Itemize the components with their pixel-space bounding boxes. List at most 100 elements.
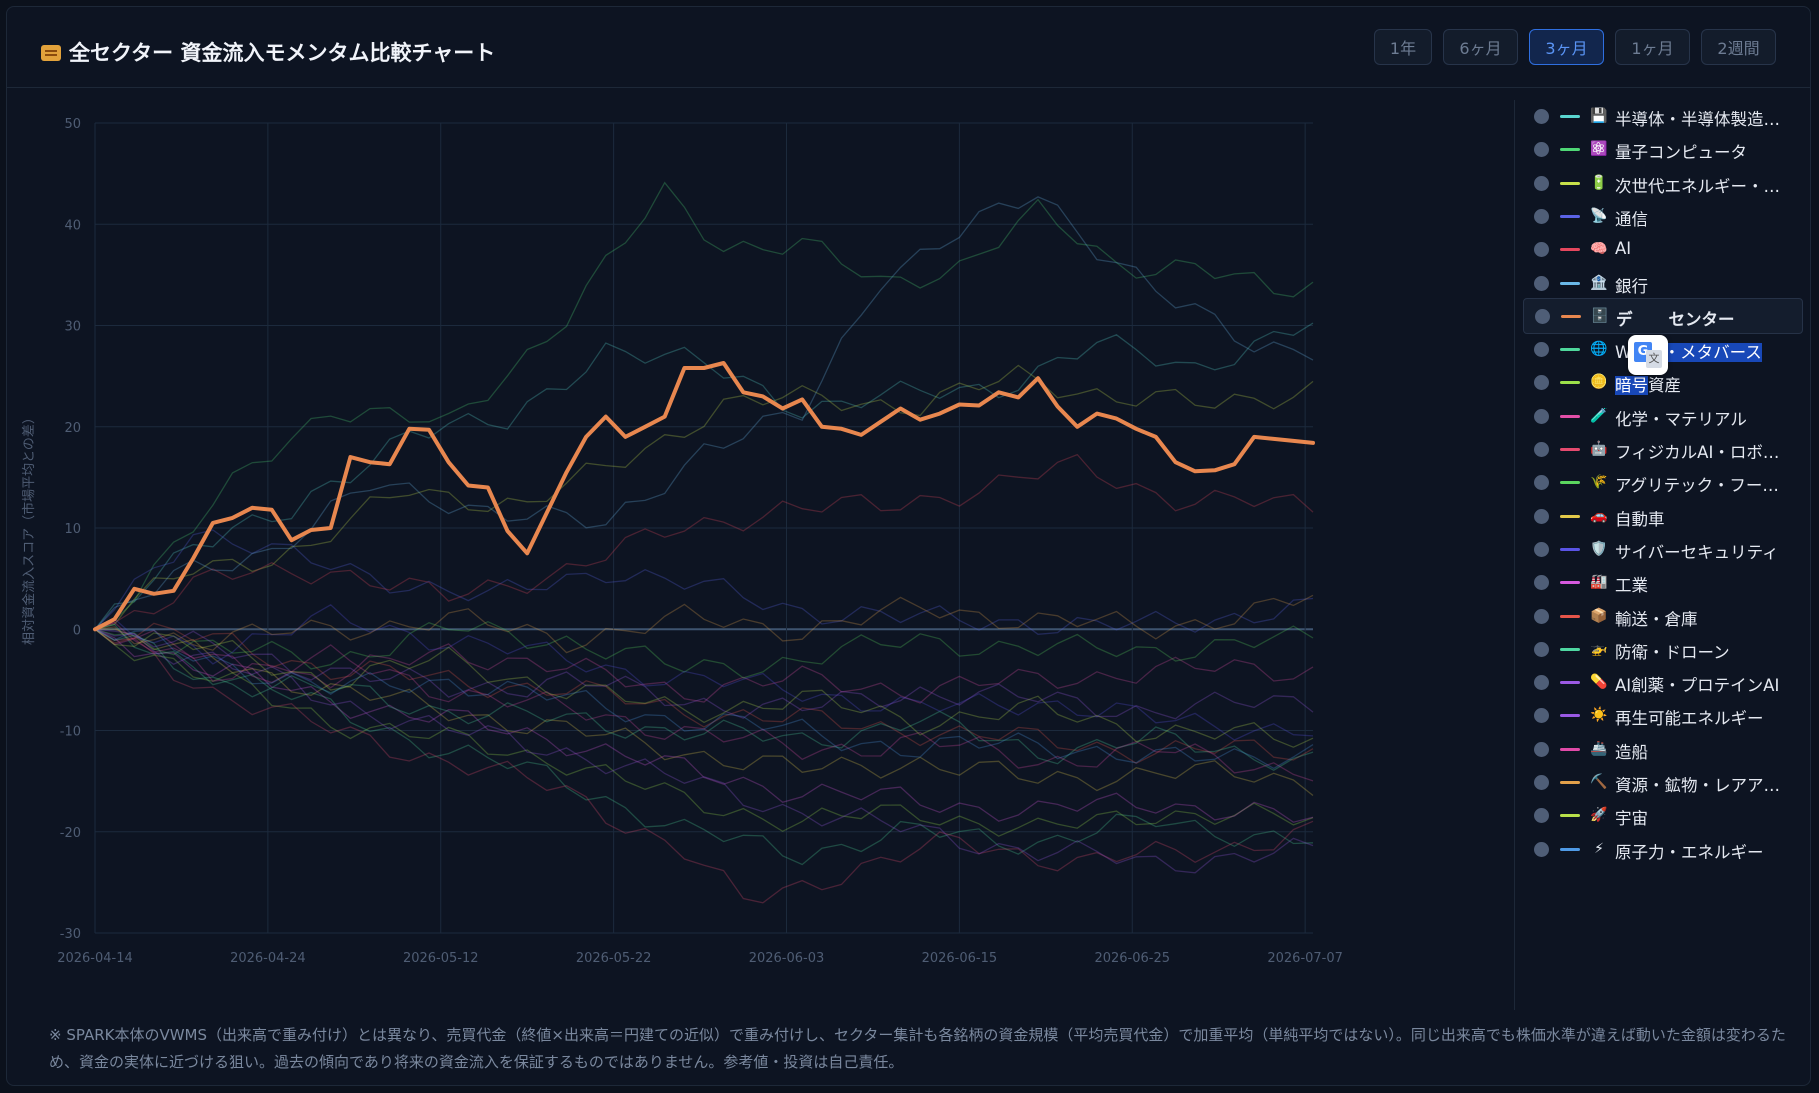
toggle-dot-icon[interactable]	[1534, 175, 1549, 191]
legend-label: 造船	[1615, 742, 1648, 762]
series-color-swatch	[1560, 414, 1580, 418]
legend-item[interactable]: 💊 AI創薬・プロテインAI	[1515, 664, 1805, 700]
toggle-dot-icon[interactable]	[1534, 741, 1549, 757]
toggle-dot-icon[interactable]	[1534, 675, 1549, 691]
series-line	[94, 621, 1314, 782]
period-button-3m[interactable]: 3ヶ月	[1529, 29, 1604, 65]
series-line	[94, 628, 1314, 720]
legend-label: 宇宙	[1615, 809, 1648, 829]
toggle-dot-icon[interactable]	[1534, 109, 1549, 124]
toggle-dot-icon[interactable]	[1534, 708, 1549, 724]
legend-item[interactable]: ⚡ 原子力・エネルギー	[1515, 831, 1805, 867]
legend-item[interactable]: 🚢 造船	[1515, 731, 1805, 767]
series-line	[94, 628, 1314, 837]
toggle-dot-icon[interactable]	[1534, 475, 1549, 491]
y-tick-label: 0	[73, 623, 81, 638]
legend-item[interactable]: 🤖 フィジカルAI・ロボ…	[1515, 431, 1805, 467]
legend-label: デ センター	[1616, 306, 1806, 330]
series-line	[94, 594, 1314, 654]
series-line	[94, 628, 1314, 704]
legend-item[interactable]: 🏭 工業	[1515, 564, 1805, 600]
sector-icon: 🌾	[1590, 474, 1608, 491]
legend-item[interactable]: 🚀 宇宙	[1515, 797, 1805, 833]
legend-item[interactable]: 🌐 WEB3・メタバース	[1515, 331, 1805, 367]
sector-icon: 🧪	[1590, 407, 1608, 424]
legend-item[interactable]: 🚁 防衛・ドローン	[1515, 631, 1805, 667]
toggle-dot-icon[interactable]	[1534, 841, 1549, 857]
legend-item[interactable]: 🛡️ サイバーセキュリティ	[1515, 531, 1805, 567]
toggle-dot-icon[interactable]	[1534, 208, 1549, 224]
x-tick-label: 2026-06-03	[749, 951, 825, 966]
legend-item[interactable]: ☀️ 再生可能エネルギー	[1515, 697, 1805, 733]
sector-icon: 💾	[1590, 108, 1608, 124]
sector-icon: 🚀	[1590, 807, 1608, 824]
toggle-dot-icon[interactable]	[1534, 541, 1549, 557]
series-color-swatch	[1560, 214, 1580, 218]
y-tick-label: 40	[64, 218, 81, 233]
series-line	[94, 623, 1314, 866]
toggle-dot-icon[interactable]	[1534, 408, 1549, 424]
x-tick-label: 2026-06-15	[922, 951, 998, 966]
google-translate-icon[interactable]: G 文	[1628, 335, 1668, 375]
panel-header: 全セクター 資金流入モメンタム比較チャート 1年 6ヶ月 3ヶ月 1ヶ月 2週間	[7, 7, 1810, 88]
toggle-dot-icon[interactable]	[1534, 775, 1549, 790]
legend-item[interactable]: 🧠 AI	[1515, 231, 1805, 267]
y-tick-label: 30	[64, 320, 81, 335]
toggle-dot-icon[interactable]	[1534, 275, 1549, 291]
toggle-dot-icon[interactable]	[1534, 641, 1549, 657]
legend-label: 暗号資産	[1615, 372, 1805, 396]
period-button-1m[interactable]: 1ヶ月	[1615, 29, 1690, 65]
y-tick-label: -20	[60, 826, 81, 841]
period-button-1y[interactable]: 1年	[1374, 29, 1432, 65]
series-line	[94, 603, 1314, 741]
sector-icon: 🚁	[1590, 640, 1608, 657]
legend-item[interactable]: ⛏️ 資源・鉱物・レアア…	[1515, 764, 1805, 800]
legend-item[interactable]: 🏦 銀行	[1515, 265, 1805, 301]
legend-item[interactable]: 🚗 自動車	[1515, 498, 1805, 534]
label-part: 資産	[1648, 376, 1681, 396]
series-line	[94, 364, 1314, 630]
legend-item[interactable]: 🪙 暗号資産	[1515, 364, 1805, 400]
y-axis-label: 相対資金流入スコア（市場平均との差）	[21, 411, 37, 645]
sector-icon: 🗄️	[1591, 307, 1609, 324]
toggle-dot-icon[interactable]	[1534, 342, 1549, 358]
period-button-2w[interactable]: 2週間	[1701, 29, 1776, 65]
legend-item[interactable]: 📡 通信	[1515, 198, 1805, 234]
sector-icon: 📦	[1590, 607, 1608, 624]
legend-label: AI	[1615, 239, 1632, 259]
legend-item[interactable]: 🗄️ デ センター	[1523, 297, 1806, 334]
series-color-swatch	[1560, 781, 1580, 784]
toggle-dot-icon[interactable]	[1534, 242, 1549, 258]
sector-icon: ⛏️	[1590, 774, 1608, 790]
series-color-swatch	[1560, 148, 1580, 152]
sector-icon: ☀️	[1590, 707, 1608, 724]
toggle-dot-icon[interactable]	[1534, 808, 1549, 824]
toggle-dot-icon[interactable]	[1534, 375, 1549, 391]
x-tick-label: 2026-06-25	[1094, 951, 1170, 966]
toggle-dot-icon[interactable]	[1534, 608, 1549, 624]
sector-icon: 🧠	[1590, 241, 1608, 258]
toggle-dot-icon[interactable]	[1534, 575, 1549, 591]
legend-label: フィジカルAI・ロボ…	[1615, 443, 1780, 462]
legend-item[interactable]: 🔋 次世代エネルギー・…	[1515, 165, 1805, 201]
period-button-6m[interactable]: 6ヶ月	[1443, 29, 1518, 65]
legend-item[interactable]: 🌾 アグリテック・フー…	[1515, 464, 1805, 500]
footnote: ※ SPARK本体のVWMS（出来高で重み付け）とは異なり、売買代金（終値×出来…	[49, 1026, 1786, 1071]
toggle-dot-icon[interactable]	[1534, 142, 1549, 158]
legend-item[interactable]: 💾 半導体・半導体製造…	[1515, 98, 1805, 134]
sector-icon: 🪙	[1590, 374, 1608, 391]
sector-icon: 🚢	[1590, 740, 1608, 757]
series-color-swatch	[1560, 614, 1580, 618]
toggle-dot-icon[interactable]	[1535, 308, 1550, 324]
legend-label: 原子力・エネルギー	[1615, 842, 1764, 862]
legend-item[interactable]: ⚛️ 量子コンピュータ	[1515, 131, 1805, 167]
toggle-dot-icon[interactable]	[1534, 508, 1549, 524]
series-color-swatch	[1560, 547, 1580, 551]
series-line	[94, 628, 1314, 771]
y-tick-label: 50	[64, 117, 81, 132]
toggle-dot-icon[interactable]	[1534, 442, 1549, 457]
legend-item[interactable]: 🧪 化学・マテリアル	[1515, 398, 1805, 434]
legend-item[interactable]: 📦 輸送・倉庫	[1515, 598, 1805, 634]
x-tick-label: 2026-05-22	[576, 951, 652, 966]
label-part: センター	[1668, 309, 1735, 329]
